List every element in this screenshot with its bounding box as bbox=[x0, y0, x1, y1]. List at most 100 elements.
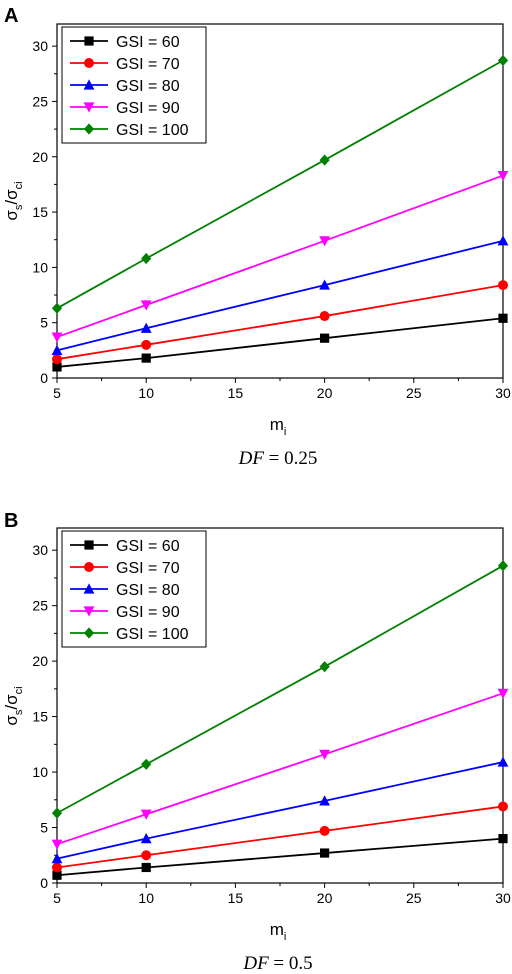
data-point bbox=[497, 688, 509, 699]
y-tick-label: 15 bbox=[32, 204, 48, 220]
legend-marker bbox=[83, 79, 95, 90]
data-point bbox=[319, 154, 330, 166]
data-point bbox=[51, 302, 63, 314]
series-5 bbox=[51, 54, 509, 314]
legend-label: GSI = 90 bbox=[116, 604, 180, 621]
data-point bbox=[140, 322, 152, 333]
data-point bbox=[140, 833, 152, 844]
legend-marker bbox=[83, 583, 95, 594]
y-axis-label: σs/σci bbox=[2, 181, 25, 220]
data-point bbox=[319, 749, 330, 760]
legend-label: GSI = 70 bbox=[116, 560, 180, 577]
legend-label: GSI = 60 bbox=[116, 34, 180, 51]
data-point bbox=[319, 279, 330, 290]
x-tick-label: 30 bbox=[495, 385, 511, 401]
data-point bbox=[51, 344, 63, 355]
y-tick-label: 5 bbox=[40, 315, 48, 331]
legend-marker bbox=[83, 123, 95, 135]
data-point bbox=[141, 339, 152, 350]
legend-marker bbox=[84, 36, 94, 46]
x-tick-label: 20 bbox=[317, 385, 333, 401]
x-tick-label: 30 bbox=[495, 890, 511, 906]
x-tick-label: 10 bbox=[138, 890, 154, 906]
series-line bbox=[56, 761, 504, 860]
data-point bbox=[52, 362, 62, 372]
y-tick-label: 25 bbox=[32, 598, 48, 614]
series-3 bbox=[51, 756, 509, 864]
series-line bbox=[56, 564, 504, 814]
legend-marker bbox=[83, 606, 95, 617]
data-point bbox=[52, 870, 62, 880]
data-point bbox=[498, 313, 508, 323]
data-point bbox=[319, 825, 330, 836]
data-point bbox=[51, 332, 63, 343]
data-point bbox=[51, 852, 63, 864]
y-tick-label: 20 bbox=[32, 653, 48, 669]
series-line bbox=[56, 317, 504, 368]
x-axis-label: mi bbox=[270, 920, 287, 943]
data-point bbox=[51, 839, 63, 850]
panel-caption: DF = 0.25 bbox=[238, 448, 318, 469]
series-4 bbox=[51, 688, 509, 850]
y-tick-label: 0 bbox=[40, 875, 48, 891]
series-line bbox=[56, 59, 504, 310]
series-line bbox=[56, 174, 504, 338]
y-tick-label: 20 bbox=[32, 149, 48, 165]
data-point bbox=[51, 807, 63, 819]
data-point bbox=[498, 801, 508, 812]
y-tick-label: 30 bbox=[32, 542, 48, 558]
data-point bbox=[140, 300, 152, 311]
data-point bbox=[141, 758, 152, 770]
x-tick-label: 25 bbox=[406, 890, 422, 906]
legend: GSI = 60 GSI = 70 GSI = 80 GSI = 90 GSI = 10… bbox=[61, 530, 207, 648]
data-point bbox=[320, 848, 330, 858]
data-point bbox=[320, 333, 330, 343]
legend-marker bbox=[83, 102, 95, 113]
data-point bbox=[497, 560, 509, 572]
data-point bbox=[140, 809, 152, 820]
legend-marker bbox=[83, 627, 95, 639]
y-axis-label: σs/σci bbox=[2, 686, 25, 725]
series-line bbox=[56, 837, 504, 877]
data-point bbox=[141, 252, 152, 265]
x-tick-label: 15 bbox=[228, 385, 244, 401]
y-tick-label: 15 bbox=[32, 709, 48, 725]
series-line bbox=[56, 692, 504, 846]
legend: GSI = 60 GSI = 70 GSI = 80 GSI = 90 GSI = 10… bbox=[61, 26, 207, 144]
data-point bbox=[141, 850, 152, 861]
legend-label: GSI = 100 bbox=[116, 122, 189, 139]
data-point bbox=[497, 235, 509, 246]
data-point bbox=[52, 862, 62, 873]
data-point bbox=[319, 236, 330, 247]
series-3 bbox=[51, 235, 509, 355]
x-tick-label: 20 bbox=[317, 890, 333, 906]
legend-label: GSI = 100 bbox=[116, 626, 189, 643]
x-tick-label: 15 bbox=[228, 890, 244, 906]
series-line bbox=[56, 284, 504, 361]
x-tick-label: 10 bbox=[138, 385, 154, 401]
legend-label: GSI = 90 bbox=[116, 100, 180, 117]
y-tick-label: 0 bbox=[40, 370, 48, 386]
y-tick-label: 10 bbox=[32, 259, 48, 275]
series-1 bbox=[52, 834, 508, 880]
y-tick-label: 5 bbox=[40, 820, 48, 836]
legend-marker bbox=[84, 58, 94, 68]
data-point bbox=[52, 354, 62, 365]
data-point bbox=[497, 170, 509, 182]
series-2 bbox=[52, 280, 508, 365]
legend-label: GSI = 80 bbox=[116, 78, 180, 95]
data-point bbox=[497, 756, 509, 767]
x-axis-label: mi bbox=[270, 415, 287, 438]
panel-caption: DF = 0.5 bbox=[242, 953, 312, 974]
data-point bbox=[497, 54, 509, 67]
x-tick-label: 5 bbox=[53, 890, 61, 906]
y-tick-label: 30 bbox=[32, 38, 48, 54]
series-2 bbox=[52, 801, 508, 873]
legend-marker bbox=[84, 562, 94, 572]
series-line bbox=[56, 805, 504, 869]
panel-letter: B bbox=[4, 510, 18, 532]
data-point bbox=[319, 795, 330, 806]
